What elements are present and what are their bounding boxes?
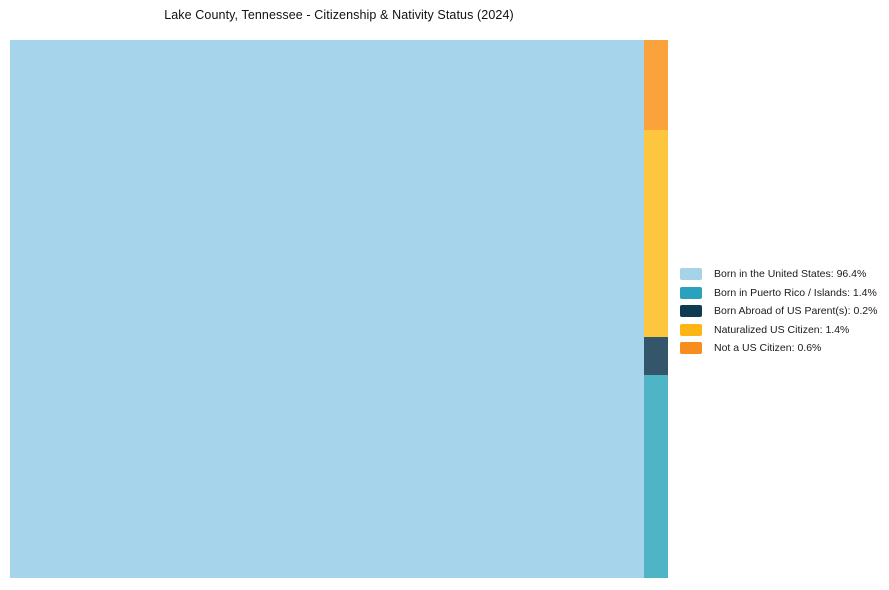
legend-item-not-us-citizen: Not a US Citizen: 0.6% bbox=[680, 339, 877, 358]
treemap-segment-naturalized-citizen bbox=[644, 130, 668, 337]
legend-swatch-born-abroad bbox=[680, 305, 702, 318]
treemap-segment-born-abroad bbox=[644, 337, 668, 375]
treemap-plot bbox=[10, 40, 668, 578]
legend-label-born-abroad: Born Abroad of US Parent(s): 0.2% bbox=[714, 305, 878, 318]
chart-title: Lake County, Tennessee - Citizenship & N… bbox=[164, 8, 514, 22]
legend-label-born-puerto-rico: Born in Puerto Rico / Islands: 1.4% bbox=[714, 286, 877, 299]
legend-swatch-born-puerto-rico bbox=[680, 286, 702, 299]
legend: Born in the United States: 96.4% Born in… bbox=[680, 265, 877, 358]
legend-swatch-naturalized-citizen bbox=[680, 323, 702, 336]
treemap-segment-born-in-us bbox=[10, 40, 644, 578]
legend-label-naturalized-citizen: Naturalized US Citizen: 1.4% bbox=[714, 323, 850, 336]
legend-item-born-puerto-rico: Born in Puerto Rico / Islands: 1.4% bbox=[680, 284, 877, 303]
legend-swatch-born-in-us bbox=[680, 268, 702, 281]
treemap-segment-not-us-citizen bbox=[644, 40, 668, 130]
legend-label-born-in-us: Born in the United States: 96.4% bbox=[714, 268, 867, 281]
treemap-minor-column bbox=[644, 40, 668, 578]
legend-label-not-us-citizen: Not a US Citizen: 0.6% bbox=[714, 342, 822, 355]
legend-item-born-abroad: Born Abroad of US Parent(s): 0.2% bbox=[680, 302, 877, 321]
legend-swatch-not-us-citizen bbox=[680, 342, 702, 355]
legend-item-born-in-us: Born in the United States: 96.4% bbox=[680, 265, 877, 284]
legend-item-naturalized-citizen: Naturalized US Citizen: 1.4% bbox=[680, 321, 877, 340]
treemap-segment-born-puerto-rico bbox=[644, 375, 668, 578]
